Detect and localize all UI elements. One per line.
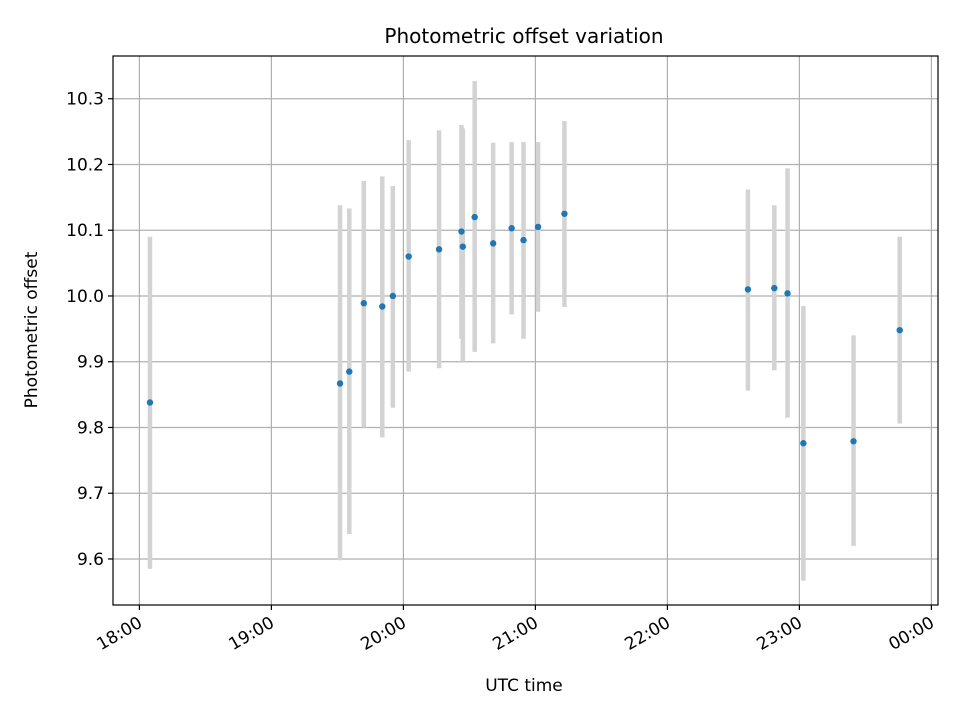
data-point	[471, 213, 478, 221]
data-point	[744, 286, 752, 293]
chart-title: Photometric offset variation	[384, 24, 663, 48]
y-axis-label: Photometric offset	[22, 251, 42, 408]
data-point	[800, 440, 807, 447]
data-point	[379, 303, 386, 310]
data-point	[534, 223, 542, 231]
y-tick-label: 10.2	[66, 155, 104, 175]
y-tick-label: 10.3	[66, 90, 104, 110]
x-axis-label: UTC time	[485, 676, 563, 696]
data-point	[508, 225, 515, 232]
data-point	[771, 284, 778, 292]
marker-layer	[146, 210, 903, 447]
data-point	[561, 210, 568, 217]
y-tick-label: 10.1	[66, 221, 104, 241]
y-tick-label: 9.8	[77, 418, 104, 438]
data-point	[435, 246, 443, 253]
data-point	[389, 292, 397, 300]
data-point	[336, 380, 344, 387]
data-point	[346, 368, 353, 375]
data-point	[896, 326, 903, 334]
data-point	[360, 300, 367, 307]
y-tick-label: 9.9	[77, 353, 104, 373]
y-tick-label: 10.0	[66, 287, 104, 307]
data-point	[520, 236, 527, 244]
data-point	[146, 399, 154, 406]
data-point	[458, 228, 465, 235]
y-tick-label: 9.6	[77, 550, 104, 570]
data-point	[850, 438, 857, 445]
y-tick-label: 9.7	[77, 484, 104, 504]
data-point	[489, 240, 497, 247]
data-point	[405, 253, 412, 260]
plot-frame	[112, 55, 939, 606]
data-point	[459, 243, 466, 250]
data-point	[784, 290, 791, 297]
